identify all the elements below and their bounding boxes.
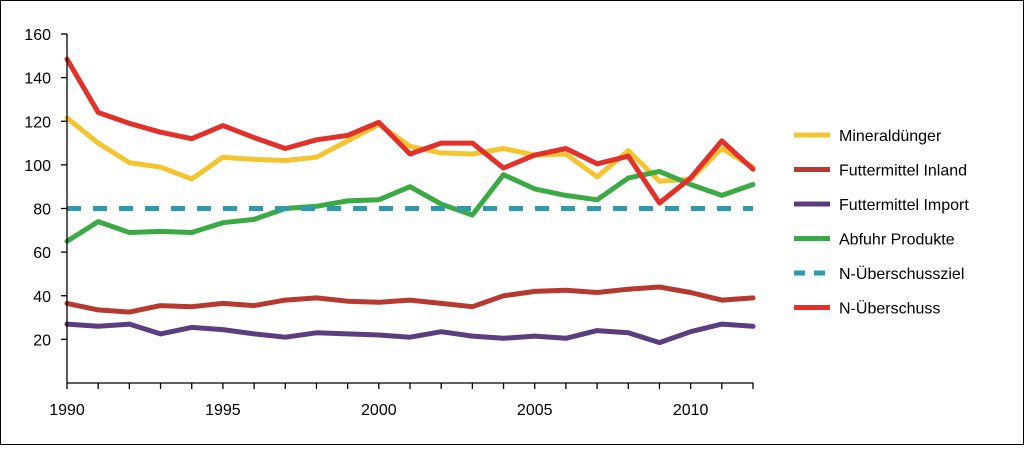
y-tick-label: 20 xyxy=(33,332,51,349)
series-line-1 xyxy=(64,115,756,184)
plot-area xyxy=(64,56,756,346)
x-tick-label: 2010 xyxy=(673,402,709,419)
y-tick-label: 100 xyxy=(24,158,51,175)
y-tick-label: 40 xyxy=(33,289,51,306)
x-tick-label: 2000 xyxy=(361,402,397,419)
series-line-6 xyxy=(64,56,756,206)
y-tick-label: 120 xyxy=(24,114,51,131)
legend-label-6: N-Überschuss xyxy=(839,300,940,318)
x-tick-label: 1990 xyxy=(49,402,85,419)
legend: Mineraldünger Futtermittel Inland Futtermi… xyxy=(794,128,969,318)
y-tick-label: 140 xyxy=(24,71,51,88)
legend-label-1: Mineraldünger xyxy=(839,128,942,145)
legend-label-2: Futtermittel Inland xyxy=(839,163,967,180)
legend-label-4: Abfuhr Produkte xyxy=(839,232,955,249)
series-line-3 xyxy=(64,321,756,346)
y-tick-label: 160 xyxy=(24,27,51,44)
y-tick-label: 60 xyxy=(33,245,51,262)
axes: 20 40 60 80 100 120 140 160 1990 1995 2000 2005 2010 xyxy=(24,27,754,419)
x-tick-label: 1995 xyxy=(205,402,241,419)
y-tick-label: 80 xyxy=(33,202,51,219)
legend-label-3: Futtermittel Import xyxy=(839,197,969,214)
series-line-2 xyxy=(64,284,756,315)
legend-label-5: N-Überschussziel xyxy=(839,265,964,283)
x-tick-label: 2005 xyxy=(517,402,553,419)
